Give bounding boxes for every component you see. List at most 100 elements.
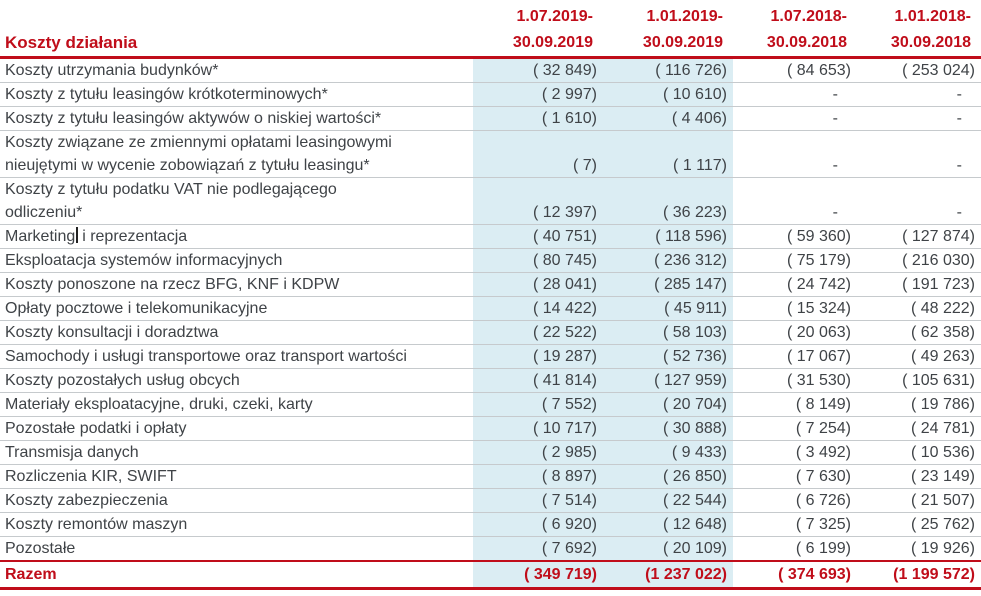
value-cell: ( 9 433) <box>603 440 733 465</box>
value-cell: ( 253 024) <box>857 57 981 83</box>
value-cell: ( 52 736) <box>603 344 733 369</box>
value-cell: ( 4 406) <box>603 106 733 131</box>
value-cell: ( 10 536) <box>857 440 981 465</box>
value-cell: ( 21 507) <box>857 488 981 513</box>
value-cell: ( 1 610) <box>473 106 603 131</box>
total-value-cell: (1 199 572) <box>857 560 981 590</box>
row-label: Koszty pozostałych usług obcych <box>5 372 240 389</box>
value-cell: ( 10 717) <box>473 416 603 441</box>
table-row: Koszty zabezpieczenia ( 7 514) ( 22 544)… <box>0 488 981 513</box>
row-label: Pozostałe podatki i opłaty <box>5 420 187 437</box>
row-label: Samochody i usługi transportowe oraz tra… <box>5 348 407 365</box>
period-column-header-9m-2019: 1.01.2019- 30.09.2019 <box>603 3 733 59</box>
table-row: Koszty konsultacji i doradztwa ( 22 522)… <box>0 320 981 345</box>
value-cell: ( 58 103) <box>603 320 733 345</box>
period-column-header-q3-2019: 1.07.2019- 30.09.2019 <box>473 3 603 59</box>
period-line1: 1.01.2018- <box>894 8 971 25</box>
row-label: Rozliczenia KIR, SWIFT <box>5 468 177 485</box>
value-cell: ( 7 325) <box>733 512 857 537</box>
value-cell: ( 285 147) <box>603 272 733 297</box>
table-row: Koszty z tytułu podatku VAT nie podlegaj… <box>0 177 981 225</box>
value-cell: ( 3 492) <box>733 440 857 465</box>
value-cell: ( 8 897) <box>473 464 603 489</box>
text-cursor <box>76 227 78 243</box>
row-label: Transmisja danych <box>5 444 139 461</box>
value-cell: ( 20 109) <box>603 536 733 562</box>
total-value-cell: (1 237 022) <box>603 560 733 590</box>
value-cell: ( 12 397) <box>473 177 603 225</box>
value-cell: ( 31 530) <box>733 368 857 393</box>
table-row: Eksploatacja systemów informacyjnych ( 8… <box>0 248 981 273</box>
total-value-cell: ( 349 719) <box>473 560 603 590</box>
table-row: Koszty związane ze zmiennymi opłatami le… <box>0 130 981 178</box>
total-value-cell: ( 374 693) <box>733 560 857 590</box>
row-label: Eksploatacja systemów informacyjnych <box>5 252 283 269</box>
row-label: Koszty z tytułu podatku VAT nie podlegaj… <box>5 181 337 221</box>
operating-costs-table: Koszty działania 1.07.2019- 30.09.2019 1… <box>0 3 981 590</box>
table-row: Koszty pozostałych usług obcych ( 41 814… <box>0 368 981 393</box>
value-cell: ( 23 149) <box>857 464 981 489</box>
value-cell: - <box>857 106 981 131</box>
table-title-text: Koszty działania <box>5 33 138 52</box>
value-cell: ( 116 726) <box>603 57 733 83</box>
row-label: Pozostałe <box>5 540 76 557</box>
value-cell: - <box>857 130 981 178</box>
value-cell: - <box>733 177 857 225</box>
value-cell: ( 7) <box>473 130 603 178</box>
total-row: Razem ( 349 719) (1 237 022) ( 374 693) … <box>0 560 981 590</box>
table-row: Materiały eksploatacyjne, druki, czeki, … <box>0 392 981 417</box>
value-cell: ( 8 149) <box>733 392 857 417</box>
value-cell: ( 6 920) <box>473 512 603 537</box>
value-cell: ( 216 030) <box>857 248 981 273</box>
value-cell: ( 14 422) <box>473 296 603 321</box>
row-label: Koszty ponoszone na rzecz BFG, KNF i KDP… <box>5 276 340 293</box>
value-cell: ( 10 610) <box>603 82 733 107</box>
table-row: Rozliczenia KIR, SWIFT ( 8 897) ( 26 850… <box>0 464 981 489</box>
value-cell: ( 19 786) <box>857 392 981 417</box>
value-cell: ( 7 254) <box>733 416 857 441</box>
value-cell: - <box>733 82 857 107</box>
table-row: Pozostałe podatki i opłaty ( 10 717) ( 3… <box>0 416 981 441</box>
row-label: Koszty z tytułu leasingów krótkoterminow… <box>5 86 328 103</box>
value-cell: ( 7 630) <box>733 464 857 489</box>
value-cell: ( 28 041) <box>473 272 603 297</box>
value-cell: ( 7 514) <box>473 488 603 513</box>
period-line2: 30.09.2019 <box>642 34 723 51</box>
value-cell: ( 12 648) <box>603 512 733 537</box>
period-column-header-9m-2018: 1.01.2018- 30.09.2018 <box>857 3 981 59</box>
value-cell: ( 6 199) <box>733 536 857 562</box>
table-row: Opłaty pocztowe i telekomunikacyjne ( 14… <box>0 296 981 321</box>
table-row: Pozostałe ( 7 692) ( 20 109) ( 6 199) ( … <box>0 536 981 562</box>
value-cell: ( 59 360) <box>733 224 857 249</box>
value-cell: ( 75 179) <box>733 248 857 273</box>
table-row: Marketing i reprezentacja ( 40 751) ( 11… <box>0 224 981 249</box>
period-line1: 1.07.2018- <box>770 8 847 25</box>
row-label: Koszty utrzymania budynków* <box>5 62 219 79</box>
value-cell: ( 127 959) <box>603 368 733 393</box>
value-cell: ( 6 726) <box>733 488 857 513</box>
value-cell: ( 2 985) <box>473 440 603 465</box>
value-cell: ( 49 263) <box>857 344 981 369</box>
table-title: Koszty działania <box>0 3 473 59</box>
value-cell: ( 26 850) <box>603 464 733 489</box>
value-cell: ( 22 522) <box>473 320 603 345</box>
row-label: Materiały eksploatacyjne, druki, czeki, … <box>5 396 313 413</box>
value-cell: ( 20 063) <box>733 320 857 345</box>
period-line1: 1.01.2019- <box>646 8 723 25</box>
value-cell: ( 17 067) <box>733 344 857 369</box>
table-row: Koszty remontów maszyn ( 6 920) ( 12 648… <box>0 512 981 537</box>
header-row: Koszty działania 1.07.2019- 30.09.2019 1… <box>0 3 981 59</box>
value-cell: ( 15 324) <box>733 296 857 321</box>
value-cell: ( 191 723) <box>857 272 981 297</box>
value-cell: ( 41 814) <box>473 368 603 393</box>
value-cell: ( 19 926) <box>857 536 981 562</box>
table-row: Samochody i usługi transportowe oraz tra… <box>0 344 981 369</box>
value-cell: ( 24 742) <box>733 272 857 297</box>
total-label: Razem <box>0 560 473 590</box>
value-cell: ( 1 117) <box>603 130 733 178</box>
value-cell: ( 105 631) <box>857 368 981 393</box>
table-row: Koszty ponoszone na rzecz BFG, KNF i KDP… <box>0 272 981 297</box>
value-cell: ( 118 596) <box>603 224 733 249</box>
period-line2: 30.09.2018 <box>890 34 971 51</box>
value-cell: ( 48 222) <box>857 296 981 321</box>
